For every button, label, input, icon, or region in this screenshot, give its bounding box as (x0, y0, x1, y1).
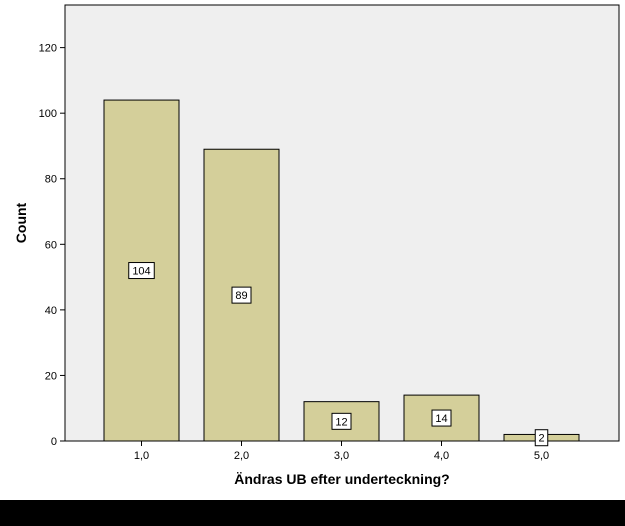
data-label: 2 (538, 433, 544, 445)
data-label: 12 (335, 416, 347, 428)
x-axis-title: Ändras UB efter underteckning? (234, 471, 449, 487)
x-tick-label: 1,0 (134, 450, 149, 462)
y-tick-label: 40 (45, 305, 57, 317)
x-tick-label: 2,0 (234, 450, 249, 462)
x-axis: 1,0 2,0 3,0 4,0 5,0 (134, 441, 549, 462)
x-tick-label: 4,0 (434, 450, 449, 462)
data-label-box (231, 286, 252, 304)
y-axis: 0 20 40 60 80 100 120 (39, 43, 65, 448)
y-tick-label: 80 (45, 174, 57, 186)
data-label: 89 (235, 290, 247, 302)
data-label-box (431, 409, 452, 427)
data-labels: 104 89 12 14 2 (128, 262, 549, 447)
bottom-bar (0, 500, 625, 526)
y-tick-label: 60 (45, 239, 57, 251)
data-label: 14 (435, 413, 447, 425)
chart-area: 0 20 40 60 80 100 120 1,0 2,0 3,0 4,0 5,0 104 89 12 1… (13, 4, 620, 487)
x-tick-label: 5,0 (534, 450, 549, 462)
x-tick-label: 3,0 (334, 450, 349, 462)
data-label-box (128, 262, 155, 280)
y-tick-label: 120 (39, 43, 57, 55)
y-tick-label: 100 (39, 108, 57, 120)
y-tick-label: 20 (45, 370, 57, 382)
data-label-box (534, 429, 549, 447)
bars (103, 99, 580, 442)
bar (203, 148, 280, 442)
data-label-box (331, 412, 352, 430)
y-axis-title: Count (13, 202, 29, 243)
y-tick-label: 0 (51, 436, 57, 448)
data-label: 104 (132, 266, 150, 278)
